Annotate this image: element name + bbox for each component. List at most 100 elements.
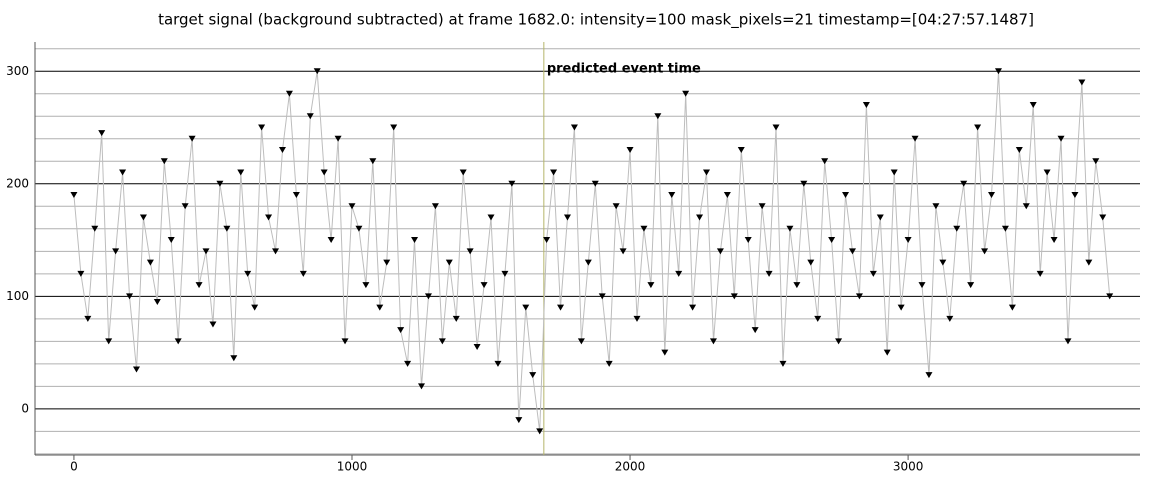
point [1001, 225, 1009, 232]
point [904, 237, 912, 244]
y-tick-label: 200 [6, 176, 29, 190]
point [320, 169, 328, 176]
point [821, 158, 829, 165]
point [146, 259, 154, 266]
point [174, 338, 182, 345]
point [1078, 79, 1086, 86]
point [800, 180, 808, 187]
x-tick-label: 2000 [615, 460, 646, 474]
x-tick-label: 1000 [337, 460, 368, 474]
point [369, 158, 377, 165]
point [278, 147, 286, 154]
point [848, 248, 856, 255]
point [605, 360, 613, 367]
point [675, 270, 683, 277]
point [563, 214, 571, 221]
point [703, 169, 711, 176]
point [668, 192, 676, 199]
point [397, 327, 405, 334]
point [716, 248, 724, 255]
y-tick-label: 100 [6, 289, 29, 303]
point [633, 315, 641, 322]
point [181, 203, 189, 210]
point [550, 169, 558, 176]
point [265, 214, 273, 221]
point [619, 248, 627, 255]
point [591, 180, 599, 187]
point [258, 124, 266, 131]
point [501, 270, 509, 277]
point [1043, 169, 1051, 176]
point [807, 259, 815, 266]
point [932, 203, 940, 210]
point [1022, 203, 1030, 210]
point [348, 203, 356, 210]
x-tick-label: 0 [70, 460, 78, 474]
point [953, 225, 961, 232]
point [390, 124, 398, 131]
point [960, 180, 968, 187]
point [855, 293, 863, 300]
point [132, 366, 140, 373]
point [466, 248, 474, 255]
point [508, 180, 516, 187]
point [1015, 147, 1023, 154]
point [299, 270, 307, 277]
point [334, 135, 342, 142]
point [167, 237, 175, 244]
point [1064, 338, 1072, 345]
point [814, 315, 822, 322]
point [835, 338, 843, 345]
point [828, 237, 836, 244]
point [1085, 259, 1093, 266]
point [313, 68, 321, 75]
point [84, 315, 92, 322]
point [459, 169, 467, 176]
point [480, 282, 488, 289]
point [1099, 214, 1107, 221]
y-tick-label: 0 [21, 401, 29, 415]
point [876, 214, 884, 221]
point [723, 192, 731, 199]
point [647, 282, 655, 289]
point [772, 124, 780, 131]
point [445, 259, 453, 266]
point [487, 214, 495, 221]
point [70, 192, 78, 199]
point [981, 248, 989, 255]
point [730, 293, 738, 300]
point [119, 169, 127, 176]
point [967, 282, 975, 289]
point [543, 237, 551, 244]
point [654, 113, 662, 120]
point [473, 343, 481, 350]
point [341, 338, 349, 345]
point [355, 225, 363, 232]
point [1092, 158, 1100, 165]
point [744, 237, 752, 244]
point [272, 248, 280, 255]
point [1050, 237, 1058, 244]
point [925, 372, 933, 379]
point [515, 417, 523, 424]
point [626, 147, 634, 154]
point [244, 270, 252, 277]
point [869, 270, 877, 277]
point [494, 360, 502, 367]
point [918, 282, 926, 289]
point [112, 248, 120, 255]
point [285, 90, 293, 97]
point [570, 124, 578, 131]
point [327, 237, 335, 244]
chart-title: target signal (background subtracted) at… [158, 11, 1034, 30]
point [577, 338, 585, 345]
point [202, 248, 210, 255]
signal-line [73, 71, 1111, 432]
point [779, 360, 787, 367]
point [682, 90, 690, 97]
point [883, 349, 891, 356]
point [696, 214, 704, 221]
point [1036, 270, 1044, 277]
point [91, 225, 99, 232]
point [251, 304, 259, 311]
